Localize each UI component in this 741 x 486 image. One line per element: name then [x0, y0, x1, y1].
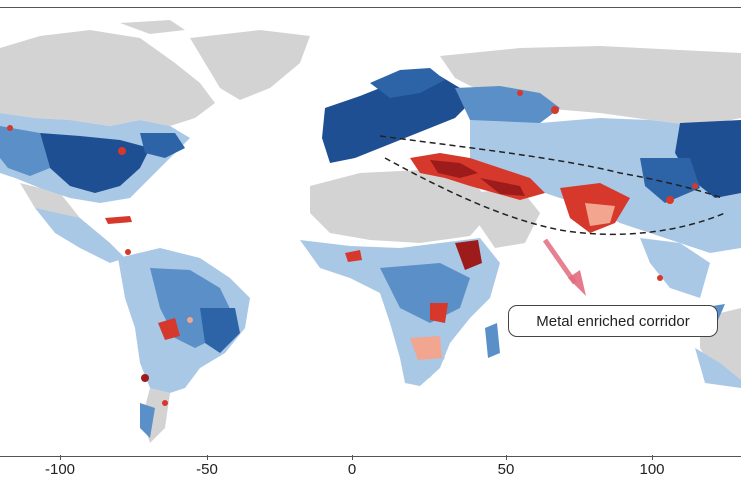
- land-nodata: [0, 20, 741, 443]
- corridor-annotation-text: Metal enriched corridor: [536, 312, 690, 330]
- x-tick-mark: [352, 455, 353, 460]
- x-tick-mark: [506, 455, 507, 460]
- region-asia: [410, 118, 741, 298]
- landmass-mexico: [20, 183, 80, 223]
- x-tick-label: 0: [347, 461, 357, 478]
- x-tick-mark: [207, 455, 208, 460]
- corridor-north-line: [379, 135, 723, 199]
- region-north-america: [0, 113, 190, 263]
- region-europe: [322, 68, 560, 163]
- landmass-siberia: [440, 46, 741, 126]
- corridor-arrow: [542, 238, 586, 296]
- landmass-arctic-islands: [120, 20, 185, 34]
- region-south-america: [118, 248, 250, 438]
- x-tick-label: 50: [497, 461, 515, 478]
- map-panel: [0, 7, 741, 457]
- world-map: [0, 20, 741, 443]
- x-tick-mark: [60, 455, 61, 460]
- x-tick-mark: [652, 455, 653, 460]
- landmass-greenland: [190, 30, 310, 100]
- x-tick-label: -100: [44, 461, 76, 478]
- corridor-annotation: Metal enriched corridor: [508, 305, 718, 337]
- landmass-sahara: [310, 170, 495, 243]
- x-tick-label: -50: [196, 461, 218, 478]
- region-africa: [300, 238, 500, 386]
- landmass-north-america-north: [0, 30, 215, 126]
- corridor-boundary: [379, 135, 726, 236]
- landmass-arabia: [470, 188, 540, 248]
- x-tick-label: 100: [639, 461, 665, 478]
